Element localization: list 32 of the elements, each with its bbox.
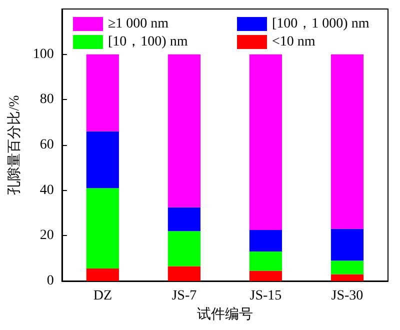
bar [330,274,364,281]
bar [249,230,282,252]
bar [86,131,119,188]
bar [86,268,119,281]
bar [168,207,200,232]
bar [249,54,282,230]
bar [168,231,200,266]
x-tick-label: JS-7 [172,288,197,304]
x-axis-title: 试件编号 [196,306,253,322]
bar [86,54,119,132]
y-tick-label: 60 [40,138,54,152]
bar [330,228,364,261]
bar [249,270,282,281]
y-tick-label: 100 [32,46,54,62]
y-axis-title: 孔隙量百分比/% [6,94,22,195]
legend-label: [100，1 000) nm [272,16,370,32]
legend-label: ≥1 000 nm [108,16,169,32]
bar [330,260,364,274]
x-tick-label: DZ [93,288,112,304]
legend-label: <10 nm [272,34,316,50]
bar [330,54,364,229]
y-tick-label: 80 [40,92,54,108]
bar [249,252,282,271]
x-tick-label: JS-15 [250,288,282,304]
bar [168,266,200,281]
y-tick-label: 0 [46,274,54,288]
bar [168,54,200,208]
legend-label: [10，100) nm [108,34,188,50]
y-tick-label: 20 [40,228,54,244]
bar [86,188,119,269]
y-tick-label: 40 [40,182,54,198]
x-tick-label: JS-30 [331,288,364,304]
